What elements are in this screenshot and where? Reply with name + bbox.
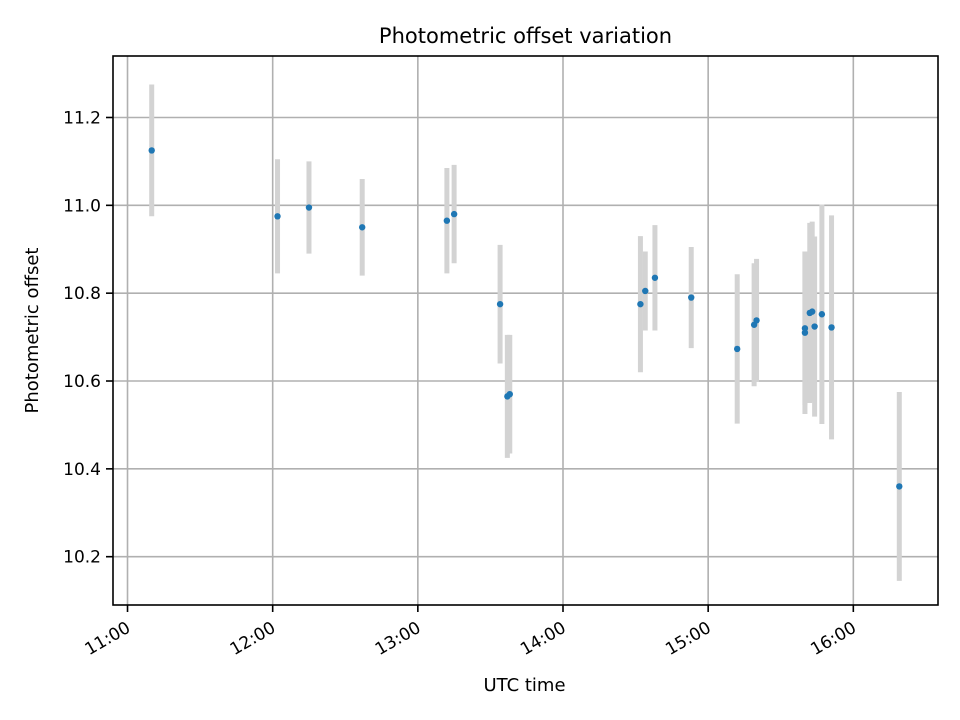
data-point: [637, 300, 644, 308]
x-axis-label: UTC time: [483, 675, 565, 696]
data-point: [305, 204, 313, 211]
y-axis-label: Photometric offset: [22, 248, 43, 414]
data-point: [358, 224, 366, 231]
y-tick-label: 10.2: [63, 548, 101, 568]
grid: [113, 56, 938, 605]
data-point: [651, 274, 659, 281]
data-point: [818, 311, 826, 318]
data-point: [688, 294, 695, 301]
data-point: [148, 147, 155, 154]
data-point: [801, 329, 809, 336]
data-point: [274, 213, 281, 220]
chart-title: Photometric offset variation: [379, 24, 672, 48]
data-point: [642, 287, 649, 295]
data-point: [811, 323, 818, 330]
data-point: [896, 483, 903, 490]
data-point: [801, 325, 809, 332]
y-tick-label: 11.2: [63, 108, 101, 128]
data-point: [443, 217, 451, 224]
data-point: [506, 390, 513, 398]
y-tick-label: 10.4: [63, 460, 101, 480]
data-point: [753, 317, 760, 324]
data-point: [733, 345, 741, 353]
data-points: [148, 147, 903, 490]
data-point: [450, 210, 458, 218]
y-tick-label: 11.0: [63, 196, 101, 216]
y-tick-label: 10.8: [63, 284, 101, 304]
data-point: [808, 308, 816, 315]
data-point: [828, 324, 835, 331]
y-tick-label: 10.6: [63, 372, 101, 392]
data-point: [496, 300, 504, 308]
plot-frame: [112, 55, 939, 606]
